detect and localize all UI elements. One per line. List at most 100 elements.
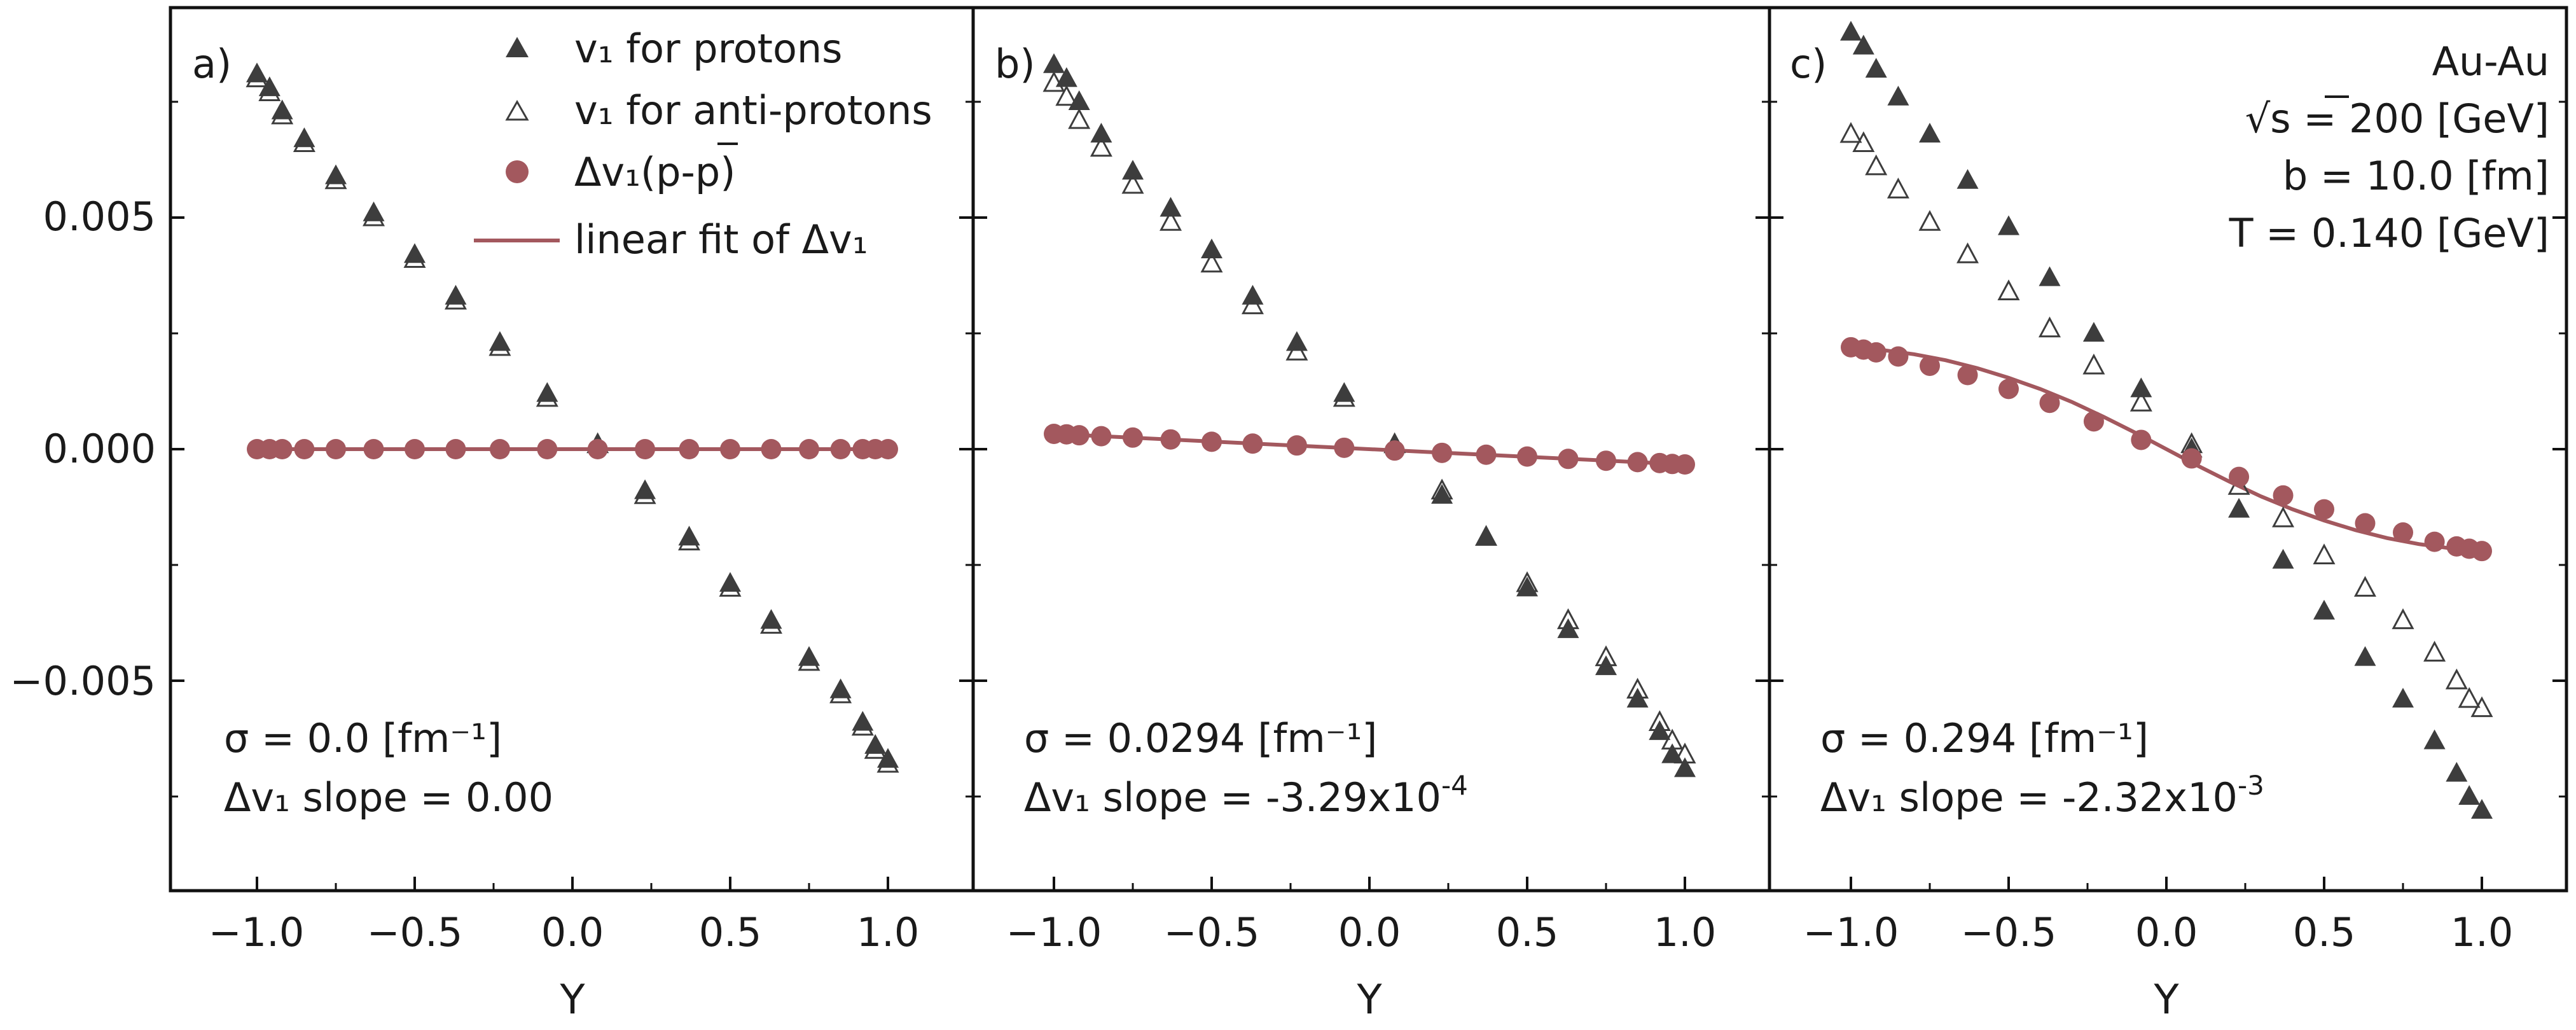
dv1-point (761, 439, 782, 459)
antiproton-point (876, 751, 899, 773)
proton-point (864, 734, 887, 754)
legend-dv1-prefix: Δv₁(p- (574, 149, 695, 195)
c-x-tick-label: −1.0 (1803, 909, 1899, 956)
antiproton-point (1055, 85, 1078, 106)
info-energy-prefix: √s (2245, 95, 2291, 142)
proton-point (2458, 785, 2481, 805)
info-system: Au-Au (2432, 38, 2549, 85)
antiproton-point (1556, 608, 1579, 629)
proton-point (1475, 525, 1497, 546)
b-x-tick-label: −1.0 (1006, 909, 1102, 956)
b-x-tick-label: 0.0 (1338, 909, 1401, 956)
dv1-point (2131, 429, 2152, 450)
proton-point (2446, 762, 2468, 782)
proton-point (2313, 599, 2335, 620)
proton-point (325, 164, 347, 184)
dv1-point (1069, 425, 1090, 446)
dv1-point (1627, 452, 1648, 473)
proton-point (404, 243, 426, 263)
antiproton-point (1241, 293, 1264, 314)
legend: v₁ for protons v₁ for anti-protons Δv₁(p… (474, 25, 932, 263)
dv1-point (1517, 446, 1537, 467)
c-x-tick-label: 1.0 (2451, 909, 2514, 956)
proton-point (1122, 160, 1144, 180)
dv1-point (830, 439, 851, 459)
dv1-point (587, 439, 608, 459)
dv1-point (1334, 437, 1355, 458)
proton-point (2354, 646, 2376, 666)
antiproton-point (1068, 108, 1091, 129)
antiproton-point (2423, 641, 2446, 662)
proton-point (1090, 122, 1112, 143)
panel-label-b: b) (995, 41, 1035, 87)
b-x-axis-label: Y (1356, 977, 1382, 1024)
b-sigma-text: σ = 0.0294 [fm⁻¹] (1024, 715, 1378, 762)
antiproton-point (1333, 386, 1355, 407)
dv1-point (326, 439, 346, 459)
proton-point (1852, 34, 1874, 55)
info-impact: b = 10.0 [fm] (2283, 153, 2549, 199)
antiproton-point (1430, 478, 1453, 500)
proton-point (678, 525, 700, 546)
c-x-tick-label: 0.5 (2293, 909, 2356, 956)
dv1-point (1998, 379, 2019, 400)
antiproton-point (293, 131, 315, 153)
dv1-point (363, 439, 384, 459)
legend-marker-antiprotons (505, 99, 529, 121)
proton-point (1160, 197, 1182, 217)
antiproton-point (1839, 122, 1862, 143)
c-x-axis-label: Y (2153, 977, 2179, 1024)
antiproton-point (2129, 391, 2152, 412)
dv1-point (878, 439, 898, 459)
proton-point (634, 479, 656, 499)
antiproton-point (444, 288, 467, 310)
proton-point (488, 331, 511, 351)
c-x-tick-label: 0.0 (2135, 909, 2198, 956)
dv1-point (1920, 355, 1940, 376)
dv1-point (1432, 442, 1453, 463)
antiproton-point (2470, 696, 2493, 718)
a-x-tick-label: 1.0 (857, 909, 920, 956)
antiproton-point (851, 714, 874, 736)
proton-point (798, 646, 820, 666)
info-box: Au-Au √s = 200 [GeV] b = 10.0 [fm] T = 0… (2229, 38, 2549, 256)
info-temperature: T = 0.140 [GeV] (2229, 210, 2549, 256)
antiproton-point (864, 738, 887, 759)
legend-marker-protons (506, 37, 529, 57)
dv1-point (272, 439, 293, 459)
fit-line (1053, 432, 1686, 466)
dv1-point (1091, 426, 1112, 447)
plot-panel-b (971, 6, 1771, 893)
dv1-point (1888, 346, 1909, 367)
dv1-point (2039, 393, 2060, 414)
dv1-point (2083, 411, 2104, 432)
b-x-tick-label: 0.5 (1496, 909, 1559, 956)
dv1-point (1675, 454, 1695, 475)
proton-point (1674, 757, 1696, 777)
antiproton-point (1956, 242, 1979, 263)
proton-point (829, 678, 852, 699)
info-energy: √s = 200 [GeV] (2245, 95, 2549, 142)
proton-point (1068, 90, 1090, 110)
dv1-point (489, 439, 510, 459)
antiproton-point (363, 205, 385, 226)
dv1-point (635, 439, 656, 459)
dv1-point (1201, 431, 1222, 452)
b-slope-exponent: -4 (1441, 770, 1468, 801)
antiproton-point (2082, 353, 2105, 375)
proton-point (2228, 498, 2250, 518)
proton-point (1956, 169, 1979, 189)
proton-point (2392, 688, 2414, 708)
dv1-point (1558, 449, 1579, 470)
antiproton-point (1475, 525, 1498, 546)
antiproton-point (1285, 339, 1308, 361)
dv1-point (2472, 541, 2492, 562)
antiproton-point (1042, 71, 1065, 92)
proton-point (445, 284, 467, 305)
dv1-point (2393, 522, 2413, 543)
y-tick-label-neg0.005: −0.005 (10, 658, 156, 704)
antiproton-point (1200, 251, 1223, 273)
antiproton-point (2392, 608, 2414, 629)
proton-point (536, 382, 558, 402)
panel-label-a: a) (192, 41, 232, 87)
